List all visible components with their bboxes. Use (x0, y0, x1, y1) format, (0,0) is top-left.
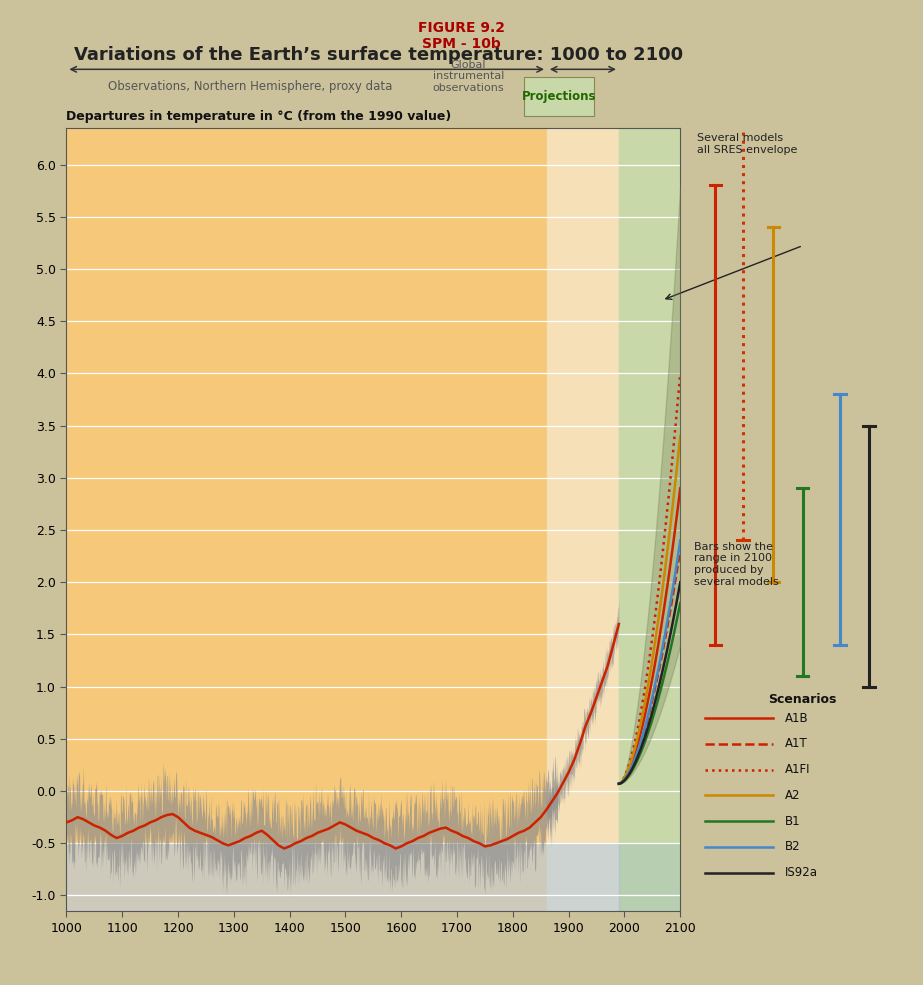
Bar (547, 128, 618, 911)
Text: A1FI: A1FI (785, 763, 810, 776)
Text: FIGURE 9.2: FIGURE 9.2 (418, 21, 505, 34)
Text: Scenarios: Scenarios (768, 692, 836, 705)
Text: B2: B2 (785, 840, 801, 853)
Text: IS92a: IS92a (785, 866, 819, 879)
Text: B1: B1 (785, 815, 801, 827)
Text: Variations of the Earth’s surface temperature: 1000 to 2100: Variations of the Earth’s surface temper… (74, 46, 683, 64)
Text: A1B: A1B (785, 712, 809, 725)
FancyBboxPatch shape (523, 77, 594, 116)
Text: Bars show the
range in 2100
produced by
several models: Bars show the range in 2100 produced by … (694, 542, 779, 586)
Text: Observations, Northern Hemisphere, proxy data: Observations, Northern Hemisphere, proxy… (108, 80, 393, 93)
Text: Several models
all SRES envelope: Several models all SRES envelope (697, 133, 797, 155)
Bar (618, 128, 680, 911)
Text: SPM - 10b: SPM - 10b (422, 37, 501, 51)
Bar (618, 843, 680, 911)
Text: Projections: Projections (522, 91, 596, 103)
Text: Departures in temperature in °C (from the 1990 value): Departures in temperature in °C (from th… (66, 109, 451, 123)
Bar (66, 843, 618, 911)
Text: A1T: A1T (785, 738, 808, 751)
Text: A2: A2 (785, 789, 801, 802)
Text: Global
instrumental
observations: Global instrumental observations (433, 60, 504, 93)
